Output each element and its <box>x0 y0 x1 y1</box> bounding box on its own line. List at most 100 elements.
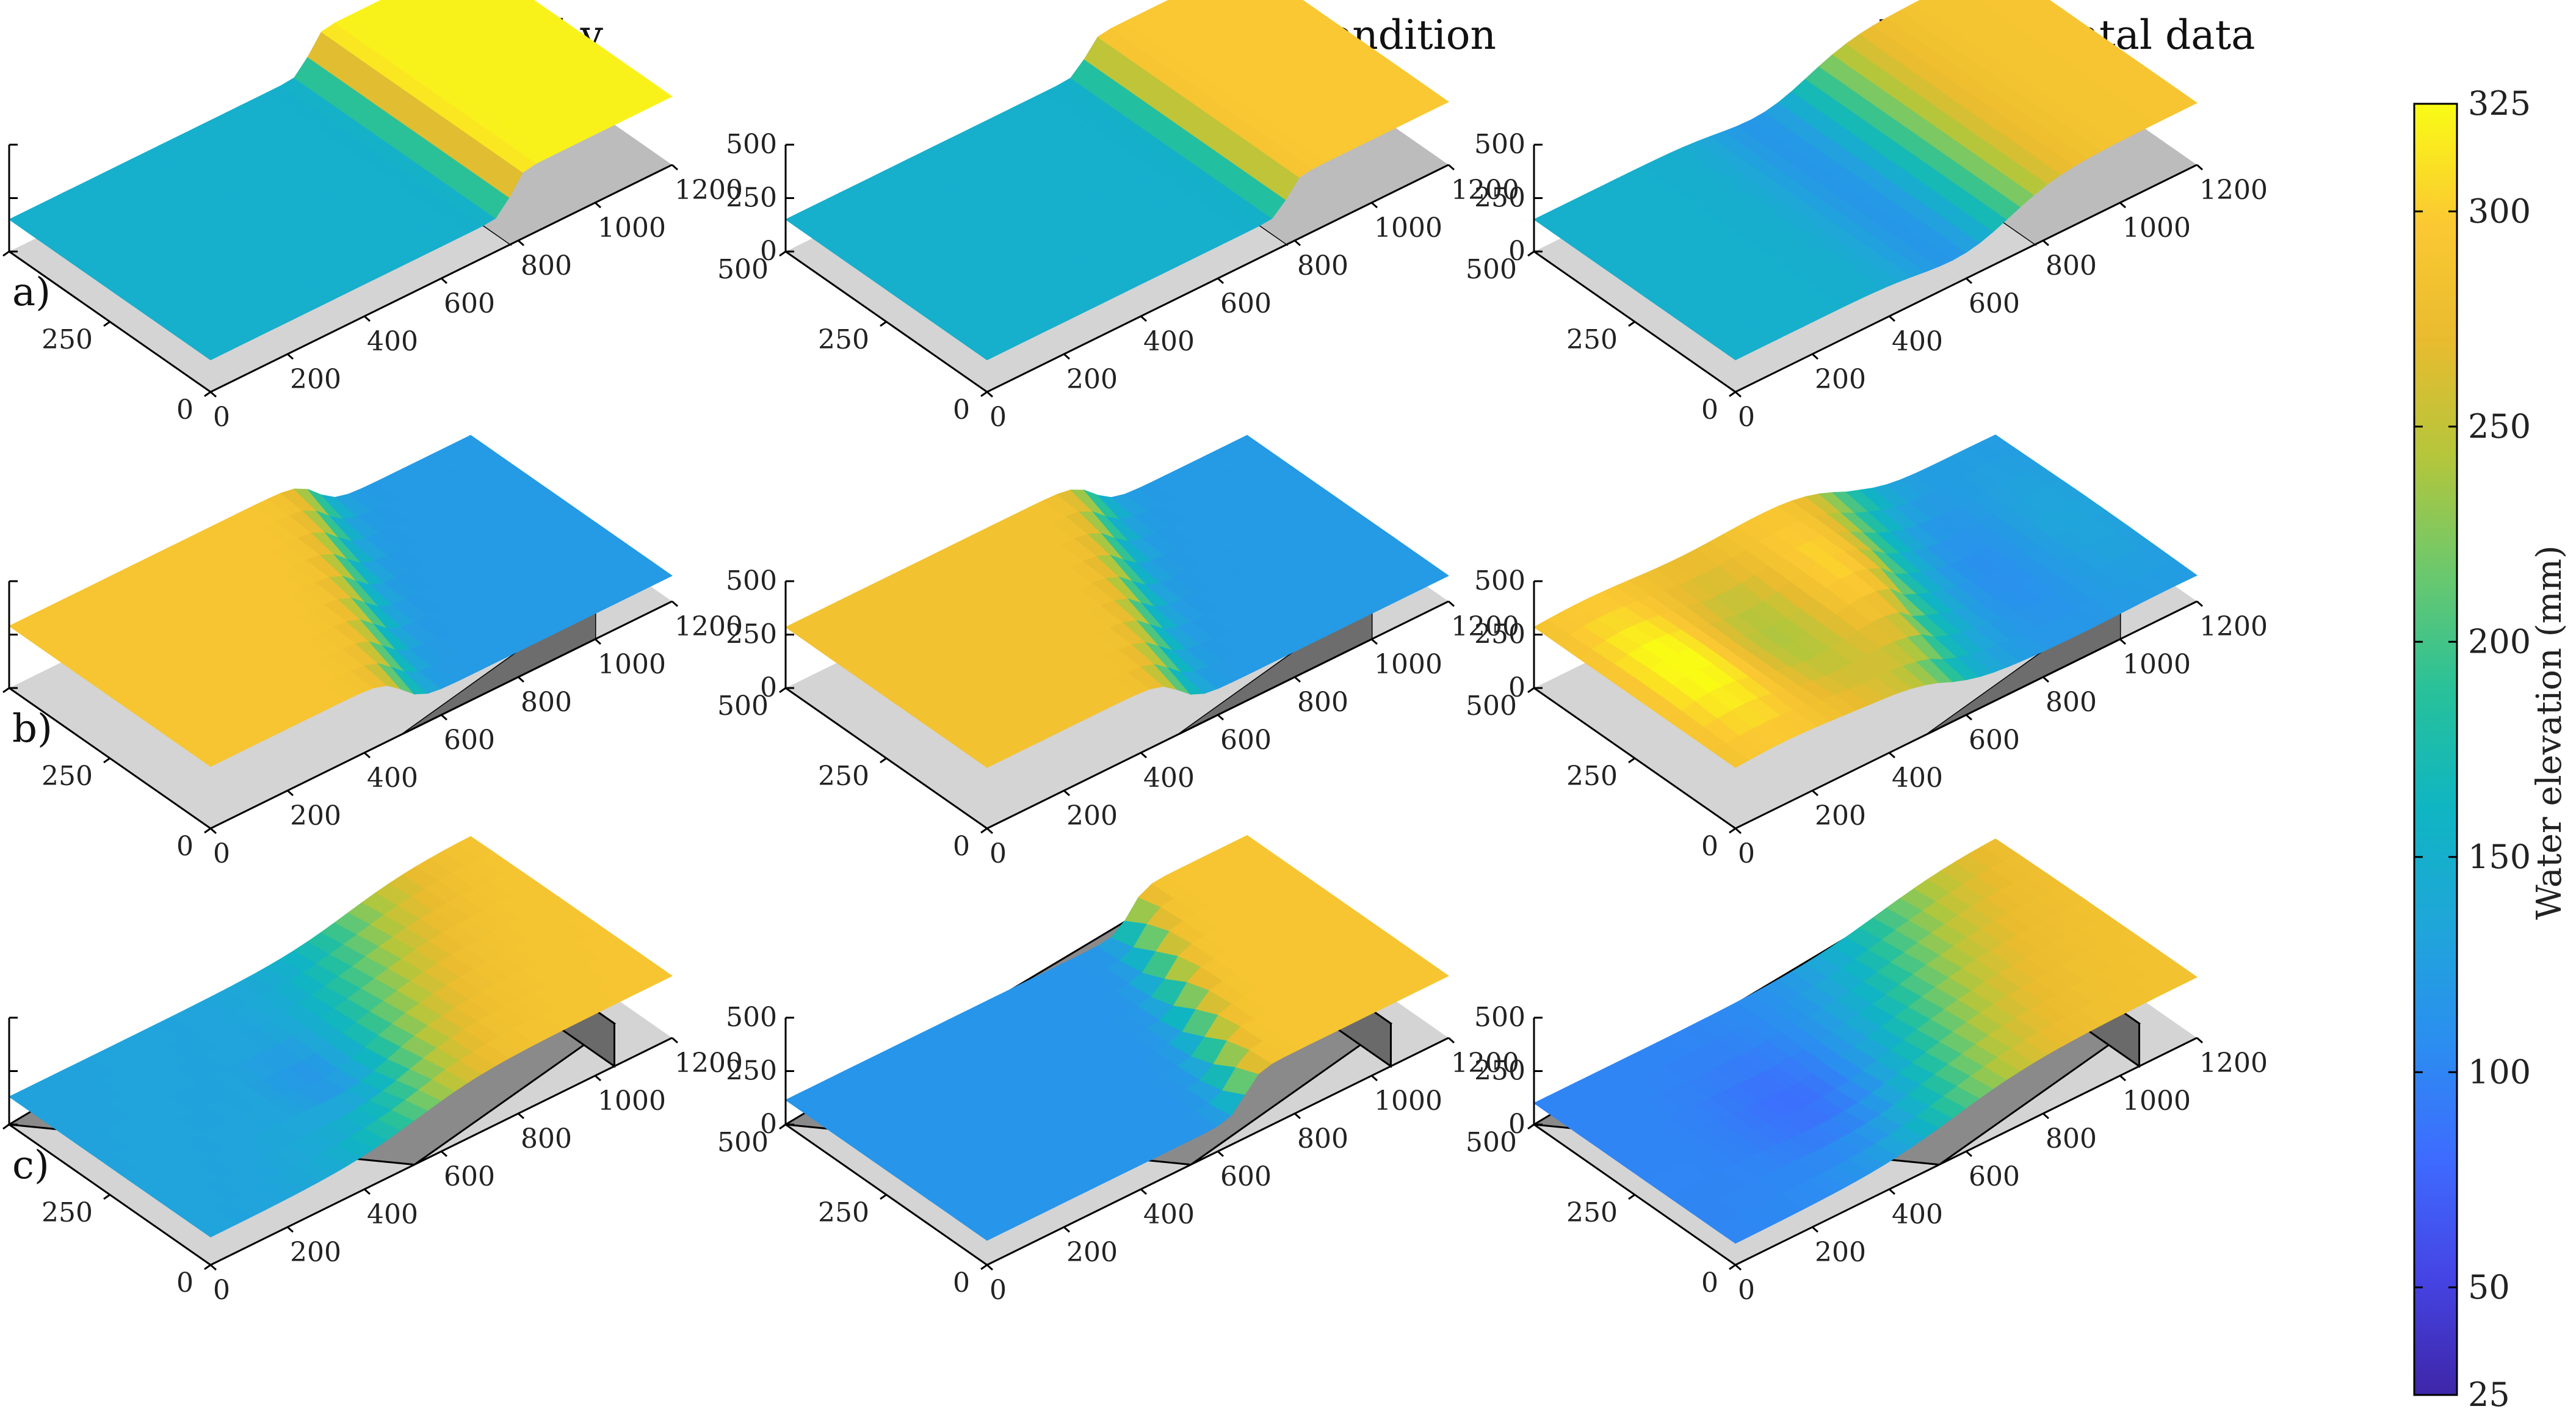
x-tick-label: 800 <box>2046 250 2097 281</box>
x-tick-label: 800 <box>521 687 572 718</box>
y-tick-mark <box>980 827 988 834</box>
x-tick-label: 200 <box>1066 364 1118 395</box>
z-tick-label: 500 <box>726 1002 777 1033</box>
z-tick-label: 0 <box>0 1109 1 1140</box>
x-tick-mark <box>595 1074 601 1082</box>
colorbar-tick-label: 300 <box>2468 192 2531 230</box>
x-tick-mark <box>1735 391 1742 398</box>
y-tick-label: 250 <box>818 761 869 792</box>
surface-patch <box>2160 559 2198 582</box>
x-tick-mark <box>287 1226 294 1233</box>
y-tick-mark <box>1527 687 1535 694</box>
x-tick-mark <box>671 600 678 607</box>
x-tick-label: 400 <box>1892 326 1943 357</box>
water-surface <box>9 435 673 767</box>
y-tick-label: 250 <box>818 1197 869 1228</box>
y-tick-label: 250 <box>1566 324 1618 355</box>
x-tick-label: 800 <box>1297 250 1348 281</box>
x-tick-label: 1000 <box>598 1085 666 1117</box>
colorbar-ticks: 25 50 100 150 200 250 300 325 <box>2414 84 2531 1414</box>
x-tick-label: 200 <box>290 800 341 831</box>
x-tick-mark <box>1448 600 1455 607</box>
y-tick-mark <box>103 757 110 764</box>
water-surface <box>785 435 1449 768</box>
x-tick-label: 600 <box>1969 288 2020 319</box>
x-tick-label: 200 <box>1066 1237 1118 1268</box>
x-tick-label: 0 <box>990 838 1007 869</box>
x-tick-label: 800 <box>521 250 572 281</box>
colorbar-tick-label: 250 <box>2468 407 2531 446</box>
x-tick-mark <box>671 164 678 171</box>
x-tick-label: 0 <box>990 1275 1007 1306</box>
y-tick-label: 0 <box>176 394 194 426</box>
surface-patch <box>1412 559 1449 583</box>
x-tick-mark <box>1217 1150 1224 1157</box>
x-tick-label: 600 <box>444 725 495 756</box>
water-surface <box>1533 434 2198 768</box>
x-tick-mark <box>1063 353 1070 360</box>
y-tick-label: 0 <box>1701 831 1718 862</box>
z-tick-label: 250 <box>1474 1056 1525 1087</box>
z-tick-label: 0 <box>760 672 777 703</box>
surface-patch <box>2160 87 2198 110</box>
x-tick-mark <box>1812 353 1818 360</box>
x-tick-mark <box>441 714 447 721</box>
x-tick-label: 800 <box>2046 687 2097 718</box>
row-label-a: a) <box>12 270 51 315</box>
x-tick-label: 1200 <box>2199 611 2268 642</box>
colorbar: 25 50 100 150 200 250 300 325 Water elevation (… <box>2413 84 2569 1414</box>
y-tick-mark <box>980 391 988 397</box>
colorbar-tick-label: 200 <box>2468 622 2531 661</box>
y-tick-mark <box>1729 827 1736 834</box>
z-tick-label: 500 <box>1474 1002 1525 1033</box>
z-tick-label: 250 <box>0 183 1 214</box>
z-tick-label: 250 <box>1474 619 1525 650</box>
z-tick-label: 0 <box>760 1109 777 1140</box>
x-tick-label: 1200 <box>1451 611 1519 642</box>
x-tick-label: 200 <box>1815 364 1866 395</box>
x-tick-mark <box>441 1150 447 1157</box>
surface-patch <box>1412 85 1449 109</box>
x-tick-label: 0 <box>990 402 1007 433</box>
y-tick-label: 500 <box>717 690 769 722</box>
colorbar-tick-label: 25 <box>2468 1375 2510 1414</box>
x-tick-mark <box>1966 277 1972 284</box>
y-tick-mark <box>880 757 887 764</box>
x-tick-mark <box>518 676 524 683</box>
x-tick-mark <box>1889 315 1895 322</box>
x-tick-mark <box>364 315 371 322</box>
x-tick-mark <box>986 827 993 835</box>
x-tick-label: 400 <box>367 763 418 794</box>
panels-grid: 0250500025050002004006008001000120002505… <box>0 0 2268 1306</box>
z-tick-label: 0 <box>1508 1109 1525 1140</box>
x-tick-label: 1000 <box>1374 649 1442 680</box>
y-tick-mark <box>2 250 10 257</box>
y-tick-mark <box>2 687 10 694</box>
y-tick-mark <box>779 250 786 257</box>
surface-patch <box>635 960 673 983</box>
x-tick-mark <box>986 1264 993 1271</box>
colorbar-tick-label: 100 <box>2468 1052 2531 1091</box>
x-tick-mark <box>287 353 294 360</box>
z-tick-label: 500 <box>1474 129 1525 160</box>
x-tick-label: 1000 <box>598 212 666 244</box>
x-tick-mark <box>2119 638 2126 645</box>
x-tick-mark <box>1217 714 1224 721</box>
x-tick-label: 800 <box>1297 687 1348 718</box>
y-tick-mark <box>1628 321 1635 327</box>
x-tick-mark <box>1294 676 1301 683</box>
y-tick-mark <box>204 391 211 397</box>
z-tick-label: 250 <box>1474 183 1525 214</box>
y-tick-mark <box>103 1194 110 1200</box>
x-tick-label: 600 <box>444 1161 495 1192</box>
y-tick-mark <box>880 321 887 327</box>
x-tick-mark <box>2196 164 2203 171</box>
